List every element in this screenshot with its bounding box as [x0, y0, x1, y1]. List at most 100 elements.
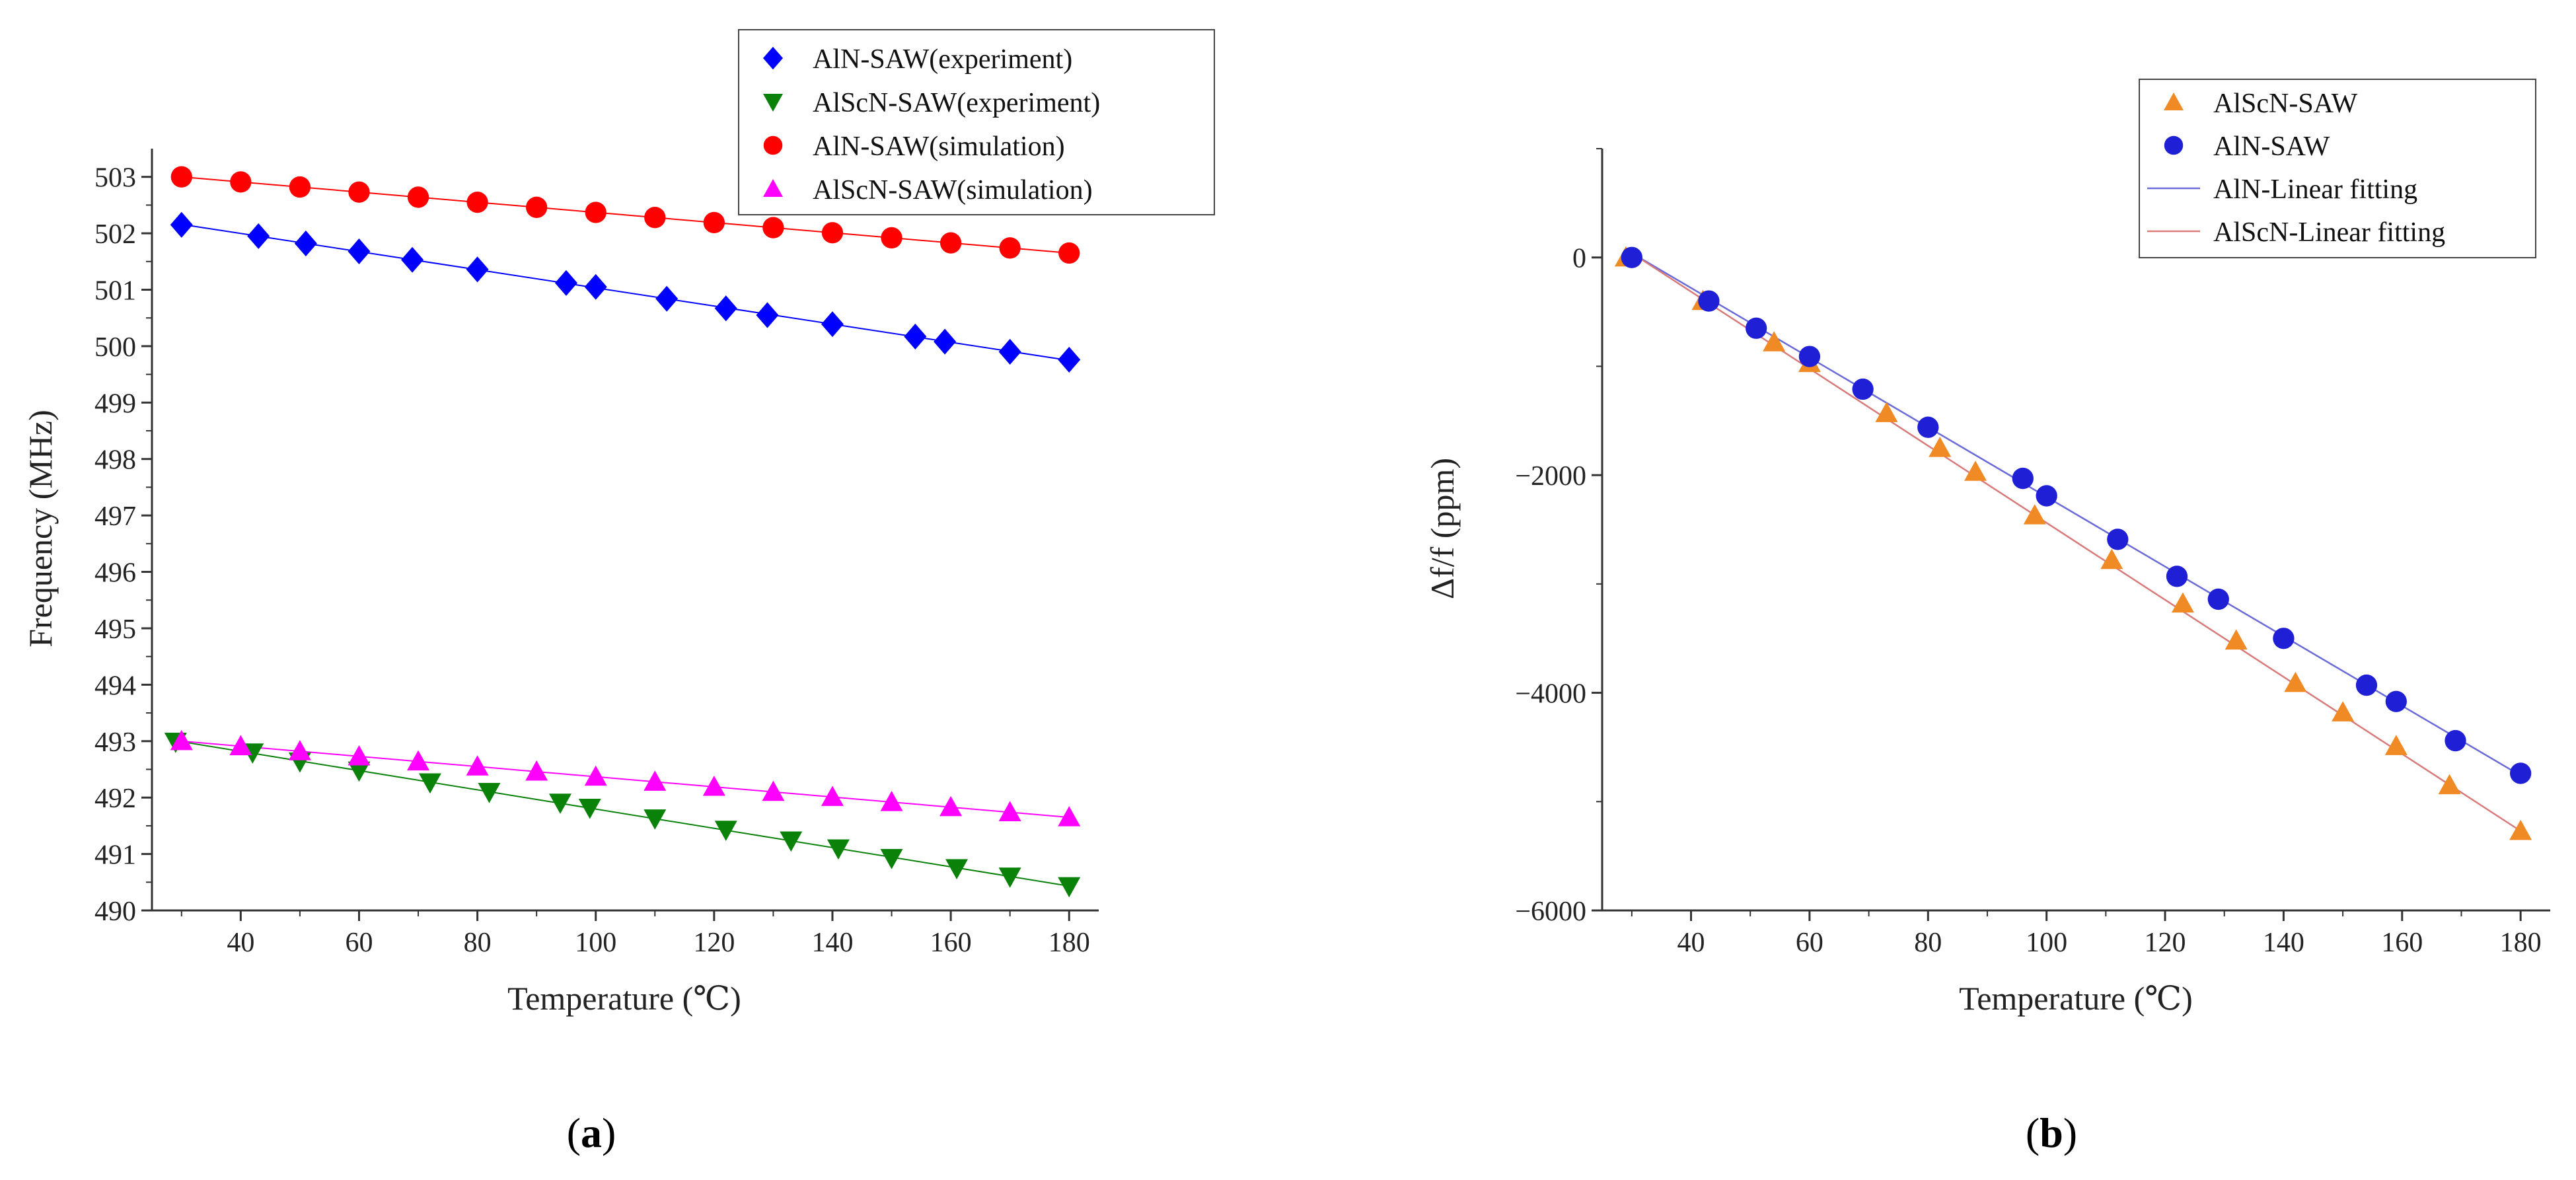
panel-label-b: (b): [2026, 1109, 2077, 1156]
y-tick-label: 500: [94, 332, 136, 363]
data-point: [2509, 819, 2532, 840]
data-point: [904, 323, 927, 350]
data-point: [998, 867, 1021, 888]
legend-marker: [763, 94, 783, 112]
panel-letter-a: a: [581, 1109, 602, 1156]
fit-line: [181, 176, 1070, 254]
legend-marker: [2164, 92, 2184, 110]
data-point: [821, 786, 844, 806]
y-tick-label: 502: [94, 219, 136, 250]
data-point: [578, 798, 601, 819]
x-tick-label: 120: [693, 928, 735, 958]
data-point: [2355, 674, 2378, 696]
data-point: [2273, 628, 2295, 649]
data-point: [2012, 467, 2034, 490]
y-tick-label: 494: [94, 671, 136, 701]
data-point: [1621, 246, 1642, 268]
data-point: [2207, 588, 2229, 610]
data-point: [1058, 242, 1080, 264]
data-point: [714, 821, 737, 841]
data-point: [288, 740, 311, 760]
data-point: [644, 809, 667, 830]
y-tick-label: −4000: [1515, 679, 1586, 710]
y-tick-label: 495: [94, 614, 136, 645]
chart-b-legend-box: [2139, 79, 2536, 258]
data-point: [2385, 690, 2407, 712]
chart-a: 40 60 80 100 120 140 160 180 490 491 492 493 494 495…: [22, 29, 1215, 1156]
legend-label: AlScN-SAW(simulation): [813, 175, 1093, 205]
y-tick-label: 492: [94, 784, 136, 814]
data-point: [348, 238, 371, 264]
chart-a-ylabel: Frequency (MHz): [22, 410, 59, 647]
data-point: [548, 793, 571, 814]
data-point: [478, 783, 501, 803]
y-tick-label: 499: [94, 388, 136, 419]
y-tick-label: 503: [94, 163, 136, 194]
data-point: [348, 745, 371, 766]
x-tick-label: 40: [1677, 928, 1705, 958]
data-point: [999, 237, 1021, 259]
y-tick-label: 490: [94, 897, 136, 927]
fit-line: [1631, 252, 2521, 832]
legend-marker: [2164, 135, 2184, 155]
data-point: [170, 729, 193, 751]
legend-label: AlN-Linear fitting: [2213, 174, 2417, 205]
data-point: [584, 765, 607, 786]
legend-marker: [763, 179, 783, 197]
x-tick-label: 160: [2381, 928, 2423, 958]
y-tick-label: 493: [94, 727, 136, 758]
data-point: [2100, 548, 2123, 570]
legend-label: AlN-SAW(experiment): [813, 44, 1072, 75]
data-point: [2438, 774, 2461, 795]
y-tick-label: 496: [94, 558, 136, 589]
data-point: [466, 256, 489, 283]
chart-b-ylabel: Δf/f (ppm): [1424, 458, 1461, 599]
data-point: [348, 761, 371, 782]
data-point: [229, 735, 252, 756]
data-point: [2166, 566, 2188, 587]
x-tick-label: 120: [2145, 928, 2186, 958]
y-tick-label: −6000: [1515, 897, 1586, 927]
data-point: [526, 196, 548, 218]
data-point: [554, 270, 577, 296]
data-point: [584, 274, 607, 300]
x-tick-label: 100: [575, 928, 616, 958]
data-point: [939, 232, 962, 254]
data-point: [821, 311, 844, 338]
x-tick-label: 100: [2026, 928, 2067, 958]
data-point: [170, 211, 193, 238]
data-point: [2284, 671, 2307, 692]
data-point: [294, 230, 317, 257]
chart-b: 40 60 80 100 120 140 160 180 −6000 −4000 −2000 0 T…: [1424, 79, 2550, 1156]
data-point: [401, 246, 424, 273]
data-point: [703, 211, 725, 234]
data-point: [880, 791, 903, 811]
panel-letter-b: b: [2040, 1109, 2063, 1156]
data-point: [934, 328, 957, 355]
data-point: [2225, 629, 2248, 650]
data-point: [945, 859, 969, 879]
data-point: [2332, 701, 2355, 721]
data-point: [762, 780, 785, 801]
y-tick-label: 491: [94, 840, 136, 871]
chart-b-legend: AlScN-SAW AlN-SAW AlN-Linear fitting AlScN-…: [2139, 79, 2536, 258]
x-tick-label: 180: [2500, 928, 2542, 958]
fit-line: [181, 740, 1070, 819]
data-point: [585, 202, 607, 223]
data-point: [1058, 806, 1081, 827]
x-tick-label: 40: [227, 928, 254, 958]
x-tick-label: 180: [1049, 928, 1090, 958]
y-tick-label: 501: [94, 276, 136, 307]
legend-label: AlN-SAW: [2213, 131, 2330, 162]
y-tick-label: 498: [94, 445, 136, 476]
chart-a-xlabel: Temperature (℃): [507, 980, 741, 1017]
data-point: [2023, 504, 2046, 525]
legend-label: AlScN-SAW: [2213, 89, 2358, 119]
data-point: [881, 227, 902, 249]
x-tick-label: 80: [1914, 928, 1942, 958]
x-tick-label: 140: [2263, 928, 2304, 958]
data-point: [247, 223, 270, 249]
x-tick-label: 160: [930, 928, 972, 958]
data-point: [1852, 378, 1874, 400]
x-tick-label: 140: [811, 928, 853, 958]
